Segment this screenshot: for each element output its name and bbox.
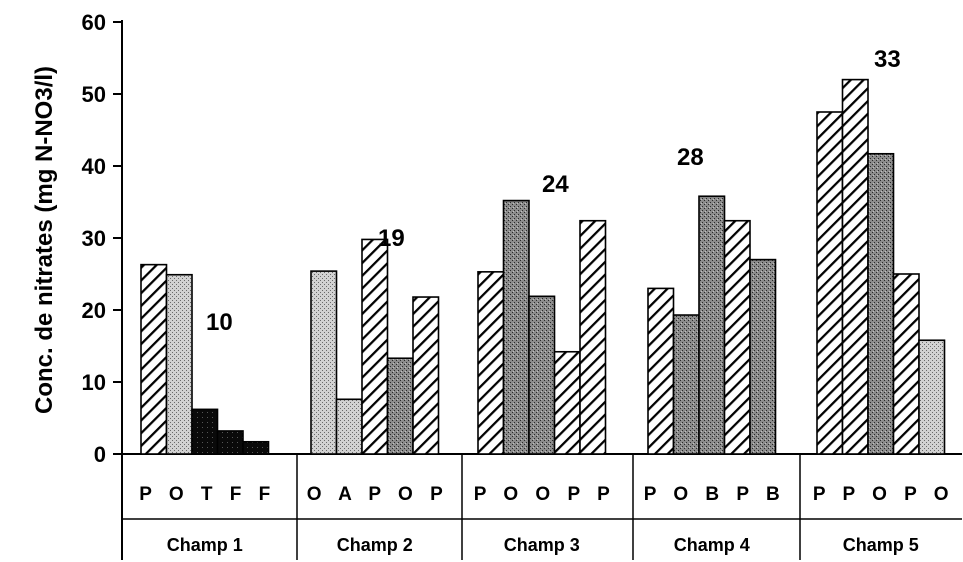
group-name-5: Champ 5 <box>843 535 919 555</box>
y-tick-label: 10 <box>82 370 106 395</box>
group-name-3: Champ 3 <box>504 535 580 555</box>
group-name-4: Champ 4 <box>674 535 750 555</box>
y-tick-label: 50 <box>82 82 106 107</box>
y-axis-label: Conc. de nitrates (mg N-NO3/l) <box>31 66 58 414</box>
y-tick-label: 30 <box>82 226 106 251</box>
group-letters-3: P O O P P <box>474 484 616 505</box>
group-annotation-5: 33 <box>874 46 901 73</box>
bar-4-5 <box>749 258 777 455</box>
y-axis-ticks: 0 10 20 30 40 50 60 <box>82 10 122 467</box>
group-annotation-1: 10 <box>206 309 233 336</box>
y-tick-label: 60 <box>82 10 106 35</box>
y-tick-label: 0 <box>94 442 106 467</box>
bar-1-2 <box>165 273 193 455</box>
group-annotation-3: 24 <box>542 171 569 198</box>
bar-5-4 <box>892 273 920 455</box>
bar-4-1 <box>647 287 675 455</box>
bar-2-5 <box>412 296 440 455</box>
bar-4-2 <box>672 314 700 455</box>
bar-2-4 <box>386 357 414 455</box>
bar-1-5 <box>242 440 270 455</box>
bar-1-3 <box>191 408 219 455</box>
bar-3-5 <box>579 219 607 455</box>
bar-2-3 <box>361 238 389 455</box>
group-annotation-4: 28 <box>677 144 704 171</box>
group-letters-5: P P O P O <box>813 484 955 505</box>
bar-3-1 <box>477 271 505 455</box>
bar-1-1 <box>140 263 168 455</box>
bar-series: 10 19 24 28 33 <box>140 46 946 455</box>
y-tick-label: 20 <box>82 298 106 323</box>
bar-5-3 <box>867 152 895 455</box>
bar-5-1 <box>816 111 844 455</box>
category-labels: P O T F F Champ 1 O A P O P Champ 2 P O O P … <box>139 454 955 560</box>
group-letters-1: P O T F F <box>139 484 276 505</box>
bar-2-2 <box>335 398 363 455</box>
group-name-1: Champ 1 <box>167 535 243 555</box>
bar-1-4 <box>216 430 244 455</box>
group-letters-4: P O B P B <box>644 484 786 505</box>
bar-2-1 <box>310 270 338 455</box>
bar-3-3 <box>528 295 556 455</box>
bar-3-2 <box>502 199 530 455</box>
bar-3-4 <box>553 350 581 455</box>
bar-4-4 <box>723 219 751 455</box>
group-letters-2: O A P O P <box>307 484 449 505</box>
bar-5-2 <box>841 78 869 455</box>
group-name-2: Champ 2 <box>337 535 413 555</box>
bar-4-3 <box>698 195 726 455</box>
group-annotation-2: 19 <box>378 225 405 252</box>
bar-5-5 <box>918 339 946 455</box>
y-tick-label: 40 <box>82 154 106 179</box>
